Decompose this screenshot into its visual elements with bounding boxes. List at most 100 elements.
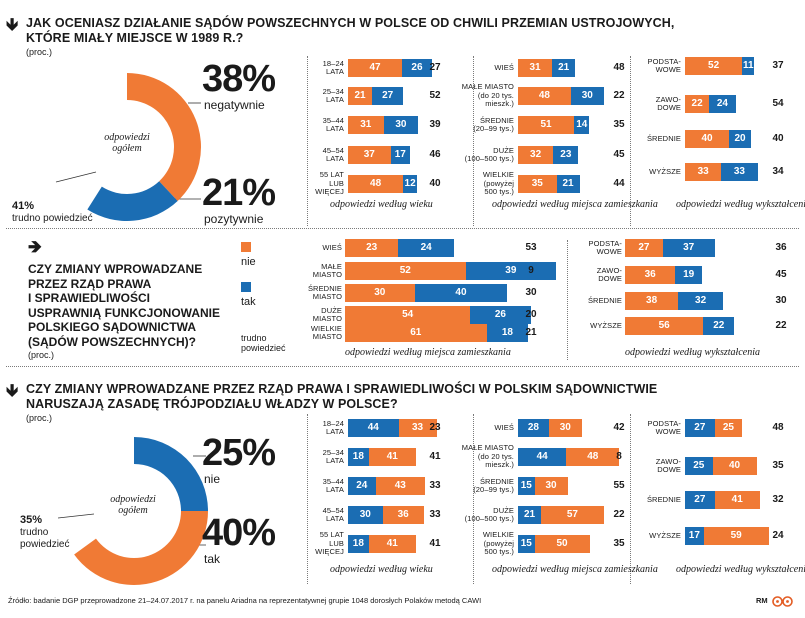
q1_age-bar-3-pozytywnie bbox=[390, 146, 411, 164]
q2_place-row-label-4-line-1: MIASTO bbox=[312, 332, 342, 341]
q2_place-row-label-1: MAŁE MIASTO bbox=[292, 262, 342, 280]
q3_place-caption: odpowiedzi według miejsca zamieszkania bbox=[492, 564, 658, 575]
q3_place-value-0-nie: 28 bbox=[527, 422, 539, 433]
q2_place-bar-4-tak bbox=[486, 324, 529, 342]
q1_age-bar-1-negatywnie bbox=[348, 87, 373, 105]
q3_edu-bar-1-nie bbox=[685, 457, 713, 475]
q3_age-bar-0-tak bbox=[398, 419, 437, 437]
q1_age-bar-2-negatywnie bbox=[348, 116, 384, 134]
q3_place-row-label-4-line-1: (powyżej bbox=[483, 538, 514, 548]
q3_place-row-label-4-line-0: WIELKIE bbox=[482, 530, 514, 540]
q2_place-caption: odpowiedzi według miejsca zamieszkania bbox=[345, 347, 511, 358]
q1_place-row-label-0-line-0: WIEŚ bbox=[494, 62, 514, 72]
q2_place-value-1-trudno: 9 bbox=[528, 265, 534, 276]
q3_age-value-0-tak: 33 bbox=[412, 422, 424, 433]
q2_edu-bar-3-tak bbox=[703, 317, 735, 335]
q2_edu-row-label-2-line-0: ŚREDNIE bbox=[587, 295, 622, 305]
logo-mark bbox=[772, 596, 793, 607]
q2_place-row-label-0-line-0: WIEŚ bbox=[322, 242, 342, 252]
q1_age-bar-0-pozytywnie bbox=[402, 59, 432, 77]
q3_edu-bar-3-nie bbox=[685, 527, 704, 545]
q1_edu-row-label-3: WYŻSZE bbox=[631, 166, 681, 177]
q2-line5: POLSKIEGO SĄDOWNICTWA bbox=[28, 320, 196, 334]
q3_place-row-label-1: MAŁE MIASTO (do 20 tys. mieszk.) bbox=[450, 444, 514, 470]
q3_age-row-label-2-line-1: LATA bbox=[325, 485, 344, 494]
q3_age-bar-3-tak bbox=[382, 506, 424, 524]
hard-label-q3-line2: powiedzieć bbox=[20, 539, 70, 550]
q1_place-value-0-pozytywnie: 21 bbox=[558, 62, 570, 73]
q2_edu-value-0-trudno: 36 bbox=[775, 242, 787, 253]
tak-callout: 40% tak bbox=[202, 514, 276, 566]
q1_age-bar-1-pozytywnie bbox=[372, 87, 404, 105]
hard-label-q1: trudno powiedzieć bbox=[12, 213, 93, 224]
down-arrow-icon: 🡻 bbox=[6, 15, 19, 34]
q3_age-row-label-3-line-1: LATA bbox=[325, 514, 344, 523]
q2_place-bar-0-nie bbox=[345, 239, 399, 257]
q3_place-bar-4-tak bbox=[534, 535, 590, 553]
donut1-slice-negatywnie bbox=[127, 73, 201, 201]
q1-title-line1: JAK OCENIASZ DZIAŁANIE SĄDÓW POWSZECHNYC… bbox=[26, 16, 675, 30]
q3_age-bar-2-tak bbox=[375, 477, 426, 495]
q3_edu-row-label-3: WYŻSZE bbox=[631, 530, 681, 541]
q2_place-bar-0-tak bbox=[398, 239, 455, 257]
q2_edu-bar-0-tak bbox=[662, 239, 715, 257]
q1_age-row-label-2-line-0: 35–44 bbox=[322, 115, 344, 125]
separator-v5 bbox=[307, 414, 308, 584]
q1_age-value-3-pozytywnie: 17 bbox=[394, 149, 406, 160]
q3_age-row-label-4-line-0: 55 LAT bbox=[319, 530, 344, 540]
q2_place-value-1-nie: 52 bbox=[399, 265, 411, 276]
q1_edu-row-label-3-line-0: WYŻSZE bbox=[649, 166, 681, 176]
separator-v2 bbox=[473, 56, 474, 226]
q3_edu-row-label-2-line-0: ŚREDNIE bbox=[646, 494, 681, 504]
q3_edu-value-1-trudno: 35 bbox=[772, 460, 784, 471]
q1_place-value-0-trudno: 48 bbox=[613, 62, 625, 73]
q2_edu-bar-1-nie bbox=[625, 266, 676, 284]
q1_edu-value-1-trudno: 54 bbox=[772, 98, 784, 109]
q3_edu-value-1-tak: 40 bbox=[728, 460, 741, 471]
q3_edu-value-0-nie: 27 bbox=[694, 422, 706, 433]
q3_age-row-label-1-line-1: LATA bbox=[325, 456, 344, 465]
negative-callout: 38% negatywnie bbox=[202, 60, 276, 112]
q1_edu-value-0-pozytywnie: 11 bbox=[742, 60, 754, 71]
q3_edu-row-label-3-line-0: WYŻSZE bbox=[649, 530, 681, 540]
q2_edu-row-label-1: ZAWO- DOWE bbox=[572, 266, 622, 284]
q3_age-row-label-2-line-0: 35–44 bbox=[322, 476, 344, 486]
source-note: Źródło: badanie DGP przeprowadzone 21–24… bbox=[8, 596, 482, 605]
q3_edu-value-0-trudno: 48 bbox=[772, 422, 784, 433]
q3_place-bar-0-nie bbox=[518, 419, 549, 437]
q1_age-bar-3-negatywnie bbox=[348, 146, 391, 164]
q3_age-value-4-nie: 18 bbox=[352, 538, 364, 549]
q2-question: CZY ZMIANY WPROWADZANE PRZEZ RZĄD PRAWA … bbox=[28, 262, 238, 349]
legend-hard-line1: trudno bbox=[241, 333, 267, 343]
q3_edu-caption: odpowiedzi według wykształcenia bbox=[676, 564, 805, 575]
q1_edu-bar-1-negatywnie bbox=[685, 95, 710, 113]
q1_edu-row-label-1-line-0: ZAWO- bbox=[655, 94, 681, 104]
q1_age-value-0-pozytywnie: 26 bbox=[411, 62, 423, 73]
q3_edu-row-label-1-line-0: ZAWO- bbox=[655, 456, 681, 466]
q1_age-row-label-3-line-1: LATA bbox=[325, 154, 344, 163]
q3_edu-row-label-0-line-0: PODSTA- bbox=[647, 418, 681, 428]
q2_edu-row-label-0-line-1: WOWE bbox=[596, 247, 622, 256]
q2_edu-value-1-trudno: 45 bbox=[775, 269, 787, 280]
q3_place-row-label-1-line-1: (do 20 tys. bbox=[477, 451, 514, 461]
q3_place-value-4-tak: 50 bbox=[556, 538, 568, 549]
q1_place-value-1-trudno: 22 bbox=[613, 90, 625, 101]
q3_place-row-label-4-line-2: 500 tys.) bbox=[484, 547, 514, 557]
q1_place-row-label-2-line-1: (20–99 tys.) bbox=[473, 124, 514, 133]
q1_age-row-label-1-line-0: 25–34 bbox=[322, 86, 344, 96]
q2_place-row-label-3-line-0: DUŻE bbox=[321, 305, 342, 315]
separator-v1 bbox=[307, 56, 308, 226]
q3_age-row-label-3: 45–54 LATA bbox=[304, 506, 344, 524]
q3_age-value-2-tak: 43 bbox=[394, 480, 406, 491]
down-arrow-icon-q3: 🡻 bbox=[6, 381, 19, 400]
q2_edu-caption: odpowiedzi według wykształcenia bbox=[625, 347, 760, 358]
q2_edu-bar-2-nie bbox=[625, 292, 679, 310]
q2_place-bar-3-nie bbox=[345, 306, 471, 324]
q1_place-bar-0-negatywnie bbox=[518, 59, 553, 77]
q1_place-value-3-negatywnie: 32 bbox=[530, 149, 542, 160]
q1_age-bar-0-negatywnie bbox=[348, 59, 403, 77]
q1_place-row-label-4-line-0: WIELKIE bbox=[482, 170, 514, 180]
q1_place-bar-2-negatywnie bbox=[518, 116, 575, 134]
q1_edu-row-label-0-line-0: PODSTA- bbox=[647, 56, 681, 66]
q1_place-value-3-pozytywnie: 23 bbox=[560, 149, 572, 160]
